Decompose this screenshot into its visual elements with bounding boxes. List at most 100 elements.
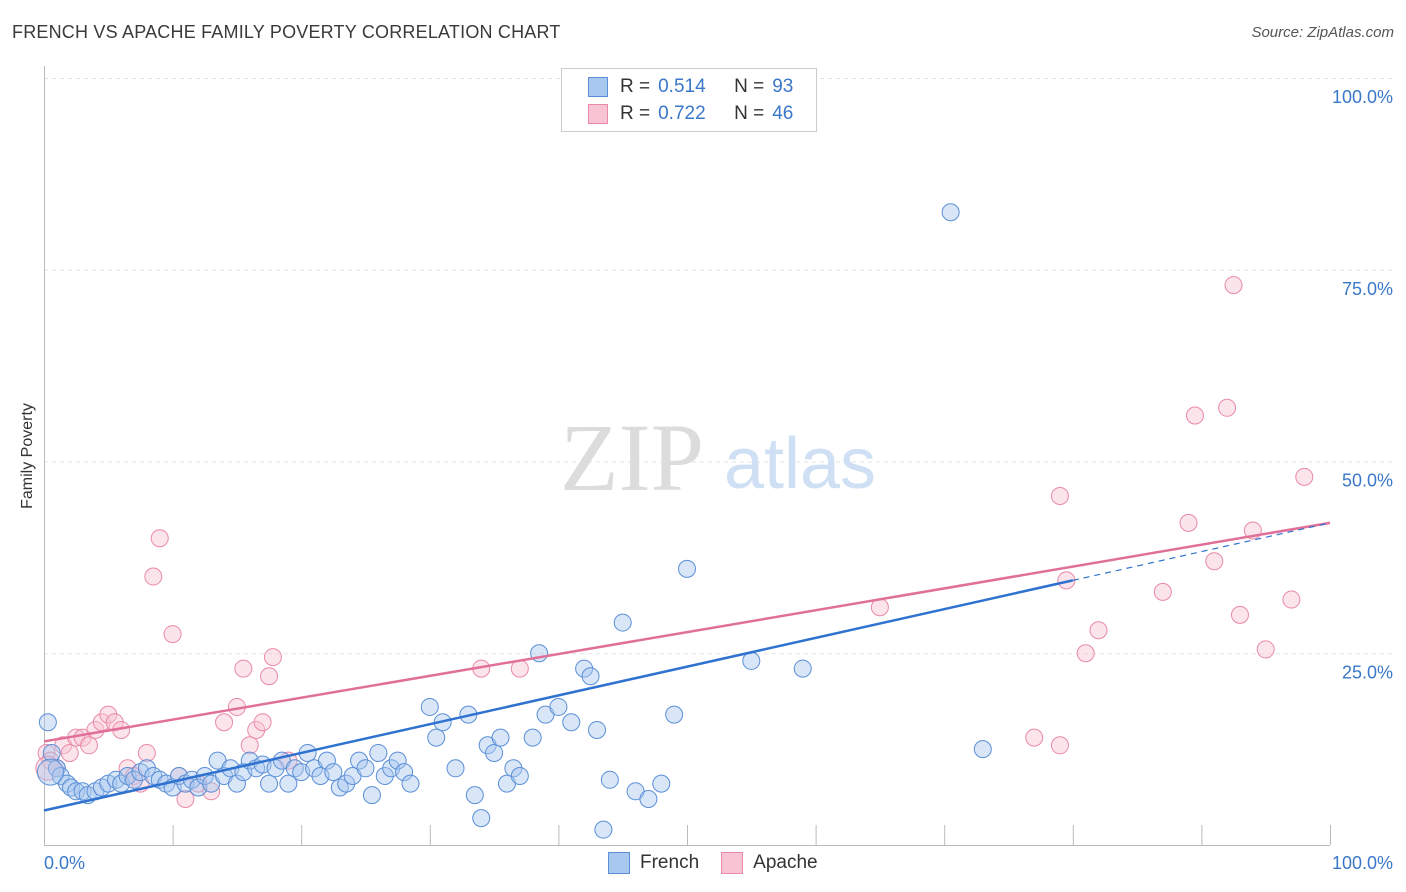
french-point: [523, 728, 542, 747]
french-point: [941, 203, 960, 222]
apache-point: [163, 625, 182, 644]
watermark-zip: ZIP: [560, 404, 704, 511]
legend-n-label: N =: [734, 103, 765, 124]
apache-point: [215, 713, 234, 732]
french-point: [427, 728, 446, 747]
french-point: [562, 713, 581, 732]
apache-point: [80, 736, 99, 755]
french-point: [317, 751, 336, 770]
french-point: [587, 720, 606, 739]
french-point: [67, 782, 86, 801]
apache-point: [99, 705, 118, 724]
french-point: [465, 786, 484, 805]
bottom-legend-apache[interactable]: Apache: [721, 852, 818, 874]
apache-point: [247, 720, 266, 739]
french-point: [973, 740, 992, 759]
axes: [44, 66, 1331, 846]
french-point: [793, 659, 812, 678]
apache-point: [105, 713, 124, 732]
apache-point: [1224, 276, 1243, 295]
apache-point: [1076, 644, 1095, 663]
apache-point: [1050, 487, 1069, 506]
apache-point: [253, 713, 272, 732]
bottom-legend-french[interactable]: French: [608, 852, 699, 874]
x-tick-label: 100.0%: [1332, 853, 1393, 873]
french-point: [36, 758, 64, 786]
french-point: [600, 770, 619, 789]
apache-point: [240, 736, 259, 755]
legend-swatch-apache: [588, 104, 608, 124]
apache-point: [1025, 728, 1044, 747]
watermark-atlas: atlas: [724, 424, 876, 504]
french-point: [375, 766, 394, 785]
tick-labels: 25.0% 50.0% 75.0% 100.0% 0.0% 100.0%: [44, 87, 1393, 873]
apache-point: [1256, 640, 1275, 659]
legend-r-label: R =: [620, 76, 651, 97]
apache-point: [1230, 605, 1249, 624]
french-point: [581, 667, 600, 686]
french-point: [337, 774, 356, 793]
legend-n-value: 93: [772, 76, 794, 97]
french-point: [369, 743, 388, 762]
french-point: [485, 743, 504, 762]
french-point: [665, 705, 684, 724]
bottom-legend-label-apache: Apache: [753, 852, 818, 873]
apache-point: [1185, 406, 1204, 425]
apache-point: [137, 743, 156, 762]
legend-row-apache: R = 0.722 N = 46: [588, 102, 793, 126]
bottom-legend: French Apache: [608, 852, 840, 874]
french-point: [613, 613, 632, 632]
french-point: [504, 759, 523, 778]
french-point: [549, 697, 568, 716]
french-point: [491, 728, 510, 747]
french-points: [36, 203, 992, 839]
french-point: [594, 820, 613, 839]
apache-point: [1282, 590, 1301, 609]
legend-row-french: R = 0.514 N = 93: [588, 75, 793, 99]
french-point: [472, 809, 491, 828]
source-label: Source: ZipAtlas.com: [1251, 24, 1394, 41]
legend-n-value: 46: [772, 103, 794, 124]
apache-point: [1050, 736, 1069, 755]
bottom-legend-swatch-apache: [721, 852, 744, 874]
x-tick-label: 0.0%: [44, 853, 85, 873]
french-point: [388, 751, 407, 770]
gridlines: [44, 78, 1392, 655]
french-point: [350, 751, 369, 770]
french-point: [362, 786, 381, 805]
legend: R = 0.514 N = 93 R = 0.722 N = 46: [561, 68, 817, 132]
apache-point: [1218, 398, 1237, 417]
apache-point: [60, 743, 79, 762]
french-point: [137, 759, 156, 778]
french-point: [678, 559, 696, 578]
apache-point: [176, 789, 195, 808]
legend-swatch-french: [588, 77, 608, 97]
chart-title: FRENCH VS APACHE FAMILY POVERTY CORRELAT…: [12, 22, 561, 42]
french-point: [575, 659, 594, 678]
watermark: ZIP atlas: [560, 404, 876, 511]
french-point: [510, 766, 529, 785]
french-point: [639, 789, 658, 808]
apache-trend-line: [43, 521, 1331, 743]
french-point: [38, 713, 57, 732]
y-tick-label: 25.0%: [1342, 662, 1393, 682]
french-trend-extension: [1072, 522, 1331, 581]
apache-point: [263, 648, 282, 667]
french-trend-line: [43, 579, 1074, 812]
legend-r-value: 0.514: [658, 76, 706, 97]
apache-point: [144, 567, 163, 586]
legend-r-label: R =: [620, 103, 651, 124]
trend-lines: [43, 521, 1331, 812]
bottom-legend-swatch-french: [608, 852, 630, 874]
legend-r-value: 0.722: [658, 103, 706, 124]
french-point: [401, 774, 420, 793]
french-point: [324, 763, 343, 782]
french-point: [356, 759, 375, 778]
french-point: [742, 651, 761, 670]
y-tick-label: 100.0%: [1332, 87, 1393, 107]
y-tick-label: 75.0%: [1342, 279, 1393, 299]
apache-point: [260, 667, 279, 686]
french-point: [279, 774, 298, 793]
french-point: [652, 774, 671, 793]
